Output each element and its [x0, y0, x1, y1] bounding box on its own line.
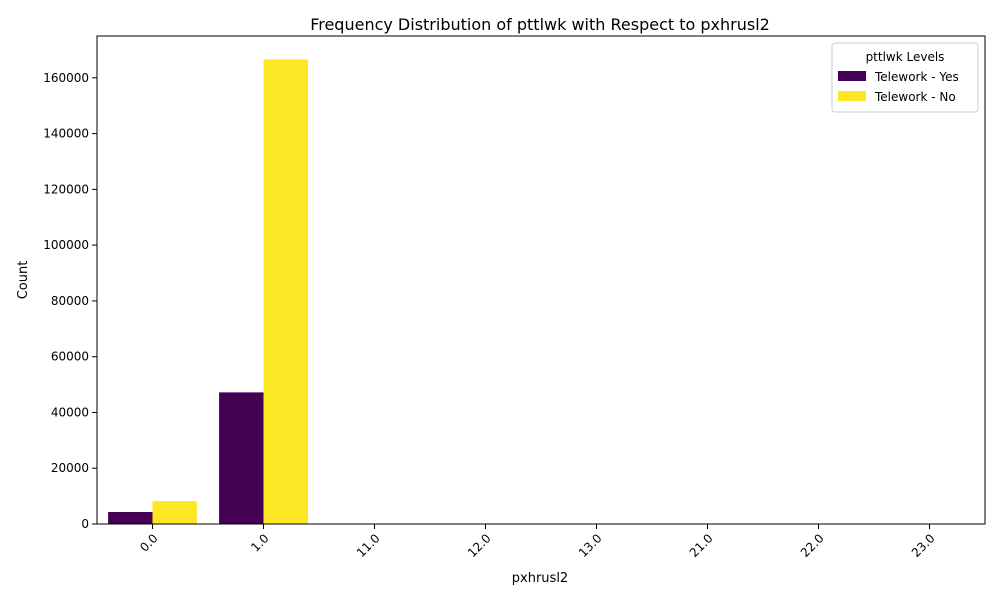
x-tick-label: 0.0: [137, 531, 160, 554]
x-tick-label: 13.0: [576, 531, 605, 560]
y-tick-label: 100000: [43, 238, 89, 252]
x-tick-label: 1.0: [248, 531, 271, 554]
y-tick-label: 120000: [43, 182, 89, 196]
x-axis-label: pxhrusl2: [512, 571, 568, 586]
x-axis: 0.0 1.0 11.0 12.0 13.0 21.0 22.0 23.0: [137, 524, 938, 560]
plot-frame: [96, 35, 986, 525]
y-axis: 0 20000 40000 60000 80000 100000 120000 140000 1…: [43, 71, 97, 531]
x-tick-label: 21.0: [687, 531, 716, 560]
y-tick-label: 0: [81, 517, 89, 531]
x-tick-label: 11.0: [354, 531, 383, 560]
legend: pttlwk Levels Telework - Yes Telework - No: [831, 42, 979, 113]
legend-title: pttlwk Levels: [866, 50, 945, 64]
legend-swatch-no: [838, 91, 866, 101]
y-tick-label: 60000: [51, 350, 89, 364]
legend-label-yes: Telework - Yes: [874, 70, 959, 84]
x-tick-label: 23.0: [909, 531, 938, 560]
legend-swatch-yes: [838, 71, 866, 81]
bar-no-1.0: [263, 59, 308, 524]
legend-label-no: Telework - No: [874, 90, 956, 104]
bar-yes-1.0: [219, 392, 264, 524]
bar-yes-0.0: [108, 512, 153, 524]
legend-box: [831, 42, 979, 113]
bar-no-0.0: [152, 501, 197, 524]
y-tick-label: 140000: [43, 127, 89, 141]
x-tick-label: 12.0: [465, 531, 494, 560]
chart-title: Frequency Distribution of pttlwk with Re…: [310, 15, 770, 34]
bars-group: [108, 59, 308, 524]
y-tick-label: 80000: [51, 294, 89, 308]
y-tick-label: 20000: [51, 461, 89, 475]
y-tick-label: 40000: [51, 405, 89, 419]
x-tick-label: 22.0: [798, 531, 827, 560]
y-tick-label: 160000: [43, 71, 89, 85]
y-axis-label: Count: [16, 261, 31, 300]
